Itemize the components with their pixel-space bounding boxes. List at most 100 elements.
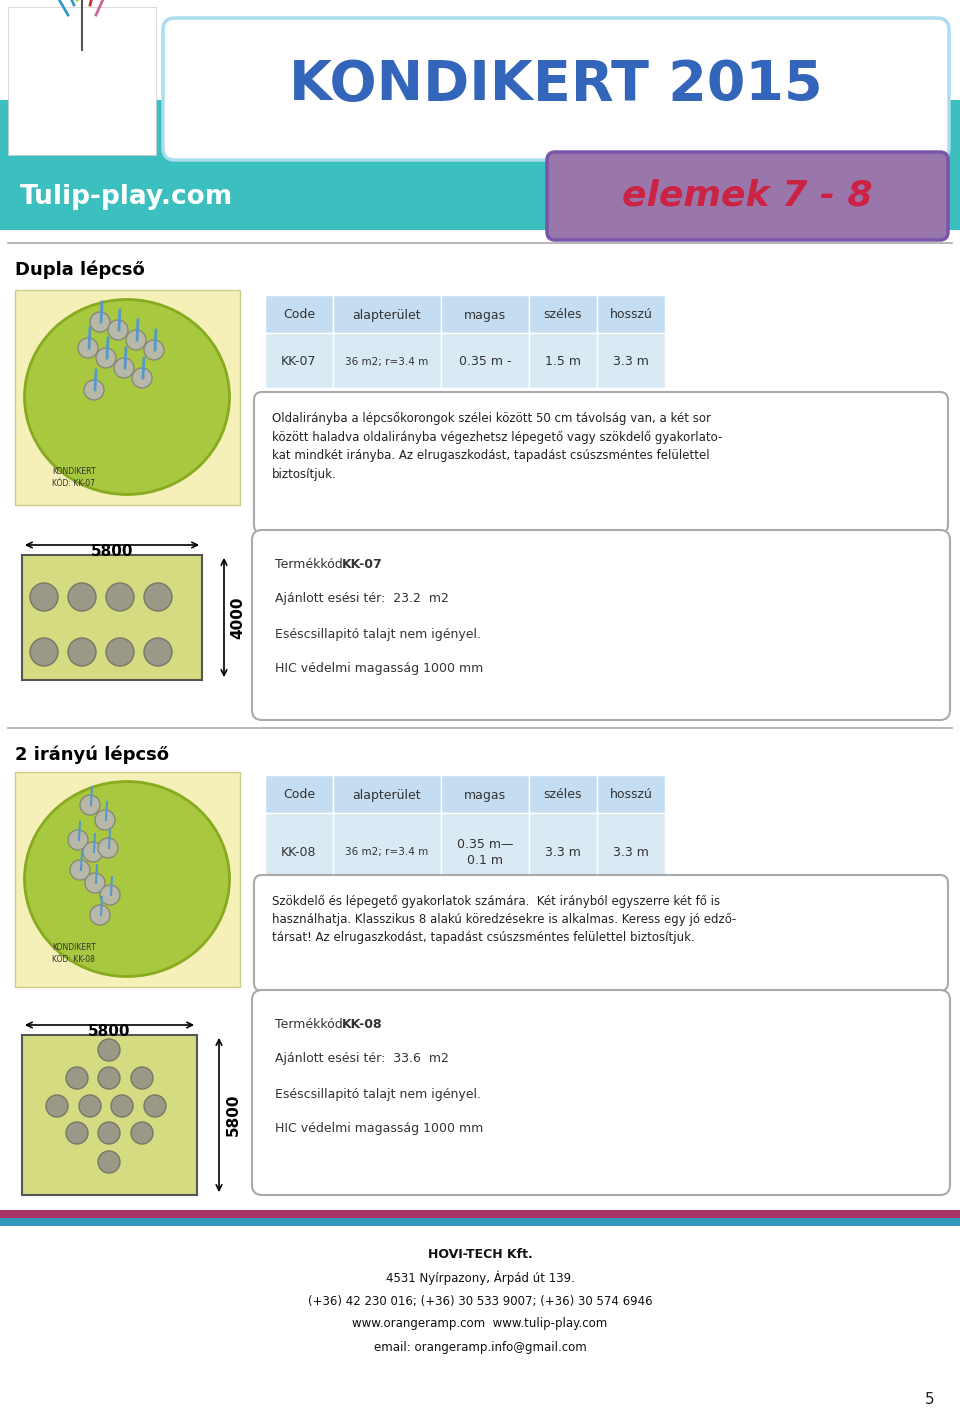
Text: Eséscsillapitó talajt nem igényel.: Eséscsillapitó talajt nem igényel. — [275, 1088, 481, 1101]
Circle shape — [98, 838, 118, 858]
Text: 0.35 m—
0.1 m: 0.35 m— 0.1 m — [457, 838, 514, 867]
Ellipse shape — [25, 300, 229, 494]
Text: HOVI-TECH Kft.: HOVI-TECH Kft. — [427, 1248, 533, 1261]
Bar — [0, 0, 960, 160]
Circle shape — [84, 380, 104, 400]
Text: 36 m2; r=3.4 m: 36 m2; r=3.4 m — [346, 357, 428, 367]
Text: 0.35 m -: 0.35 m - — [459, 356, 512, 368]
FancyBboxPatch shape — [163, 19, 949, 160]
Text: alapterület: alapterület — [352, 308, 421, 321]
Bar — [597, 775, 665, 813]
Text: email: orangeramp.info@gmail.com: email: orangeramp.info@gmail.com — [373, 1341, 587, 1354]
Text: 4000: 4000 — [230, 597, 246, 638]
Bar — [0, 0, 960, 160]
Circle shape — [70, 860, 90, 880]
Bar — [22, 1035, 197, 1195]
Circle shape — [144, 638, 172, 665]
Text: széles: széles — [543, 308, 583, 321]
Circle shape — [144, 1095, 166, 1117]
Circle shape — [95, 810, 115, 830]
FancyBboxPatch shape — [547, 151, 948, 240]
Text: hosszú: hosszú — [610, 788, 653, 801]
Text: KK-08: KK-08 — [281, 845, 317, 860]
Circle shape — [68, 638, 96, 665]
Bar — [8, 7, 156, 156]
Bar — [441, 775, 529, 813]
Circle shape — [108, 320, 128, 340]
Text: 1.5 m: 1.5 m — [545, 356, 581, 368]
Text: www.orangeramp.com  www.tulip-play.com: www.orangeramp.com www.tulip-play.com — [352, 1318, 608, 1331]
Text: elemek 7 - 8: elemek 7 - 8 — [622, 178, 873, 213]
Text: Oldalirányba a lépcsőkorongok szélei között 50 cm távolság van, a két sor
között: Oldalirányba a lépcsőkorongok szélei köz… — [272, 413, 722, 481]
Text: Szökdelő és lépegető gyakorlatok számára.  Két irányból egyszerre két fő is
hasz: Szökdelő és lépegető gyakorlatok számára… — [272, 895, 736, 944]
Text: 5: 5 — [925, 1392, 935, 1408]
Circle shape — [90, 311, 110, 331]
Text: Code: Code — [283, 788, 315, 801]
Text: Code: Code — [283, 308, 315, 321]
Text: KONDIKERT: KONDIKERT — [52, 944, 96, 952]
Text: Dupla lépcső: Dupla lépcső — [15, 261, 145, 280]
Text: 5800: 5800 — [91, 544, 133, 558]
Bar — [441, 813, 529, 878]
Circle shape — [90, 905, 110, 925]
Bar — [529, 813, 597, 878]
Text: HIC védelmi magasság 1000 mm: HIC védelmi magasság 1000 mm — [275, 1122, 483, 1135]
Text: hosszú: hosszú — [610, 308, 653, 321]
Bar — [441, 296, 529, 333]
Circle shape — [98, 1040, 120, 1061]
Bar — [333, 296, 441, 333]
Text: Termékkód:: Termékkód: — [275, 558, 351, 571]
Bar — [333, 775, 441, 813]
Circle shape — [30, 638, 58, 665]
Bar — [265, 813, 333, 878]
Text: KK-07: KK-07 — [281, 356, 317, 368]
Circle shape — [80, 795, 100, 815]
Circle shape — [68, 583, 96, 611]
Circle shape — [78, 338, 98, 358]
Bar — [529, 333, 597, 388]
Circle shape — [96, 348, 116, 368]
Bar — [15, 290, 240, 506]
Circle shape — [83, 843, 103, 863]
Text: 3.3 m: 3.3 m — [613, 356, 649, 368]
Circle shape — [131, 1067, 153, 1090]
Ellipse shape — [25, 781, 229, 977]
Bar — [22, 555, 202, 680]
Bar — [529, 775, 597, 813]
FancyBboxPatch shape — [254, 875, 948, 991]
Bar — [597, 333, 665, 388]
Circle shape — [66, 1122, 88, 1144]
Text: 4531 Nyírpazony, Árpád út 139.: 4531 Nyírpazony, Árpád út 139. — [386, 1271, 574, 1285]
Bar — [265, 775, 333, 813]
Circle shape — [30, 583, 58, 611]
Text: Ajánlott esési tér:  33.6  m2: Ajánlott esési tér: 33.6 m2 — [275, 1052, 449, 1065]
Text: KONDIKERT: KONDIKERT — [52, 467, 96, 477]
Circle shape — [132, 368, 152, 388]
Bar — [0, 1218, 960, 1227]
FancyBboxPatch shape — [252, 990, 950, 1195]
Text: Eséscsillapitó talajt nem igényel.: Eséscsillapitó talajt nem igényel. — [275, 628, 481, 641]
Circle shape — [98, 1122, 120, 1144]
Circle shape — [106, 583, 134, 611]
Text: magas: magas — [464, 788, 506, 801]
Circle shape — [144, 340, 164, 360]
Text: 5800: 5800 — [226, 1094, 241, 1137]
FancyBboxPatch shape — [252, 530, 950, 720]
Circle shape — [98, 1151, 120, 1172]
Circle shape — [100, 885, 120, 905]
Circle shape — [106, 638, 134, 665]
Bar — [0, 100, 960, 160]
Text: HIC védelmi magasság 1000 mm: HIC védelmi magasság 1000 mm — [275, 663, 483, 675]
Circle shape — [98, 1067, 120, 1090]
Bar — [441, 333, 529, 388]
Bar — [0, 160, 960, 230]
Circle shape — [68, 830, 88, 850]
Text: KONDIKERT 2015: KONDIKERT 2015 — [289, 59, 823, 111]
Text: alapterület: alapterület — [352, 788, 421, 801]
Text: KÓD: KK-08: KÓD: KK-08 — [52, 954, 95, 964]
Bar — [597, 296, 665, 333]
Bar — [333, 333, 441, 388]
FancyBboxPatch shape — [254, 393, 948, 533]
Bar — [597, 813, 665, 878]
Text: 5800: 5800 — [88, 1024, 131, 1038]
